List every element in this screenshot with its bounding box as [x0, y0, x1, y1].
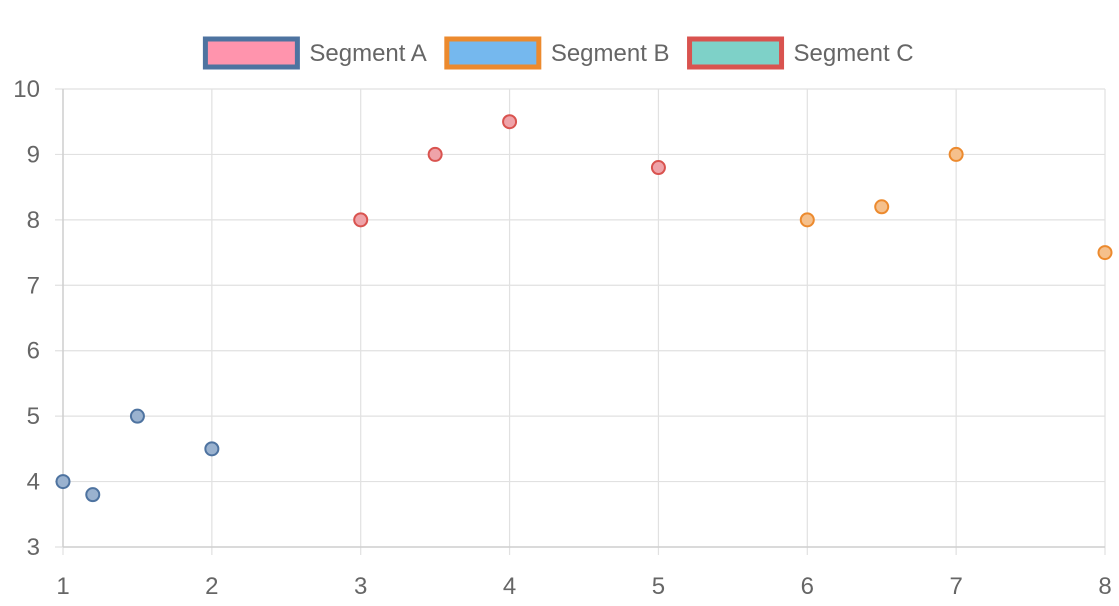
x-tick-label: 6: [801, 573, 814, 600]
axes: [62, 89, 1105, 548]
grid: [55, 88, 1106, 555]
x-tick-label: 1: [56, 573, 69, 600]
legend-label: Segment B: [551, 40, 670, 67]
legend-item[interactable]: Segment A: [202, 36, 427, 70]
y-tick-label: 7: [27, 272, 40, 299]
data-point: [948, 146, 964, 162]
data-point: [650, 160, 666, 176]
x-tick-label: 2: [205, 573, 218, 600]
legend: Segment A Segment B Segment C: [202, 36, 914, 70]
data-point: [502, 114, 518, 130]
legend-swatch: [687, 36, 785, 70]
data-point: [874, 199, 890, 215]
legend-item[interactable]: Segment C: [687, 36, 914, 70]
data-point: [427, 146, 443, 162]
x-tick-label: 3: [354, 573, 367, 600]
legend-swatch: [444, 36, 542, 70]
tick-labels: 1 2 3 4 5 6 7 8 3 4 5 6 7 8 9 10: [13, 76, 1111, 600]
x-tick-label: 4: [503, 573, 516, 600]
data-point: [204, 441, 220, 457]
y-tick-label: 10: [13, 76, 40, 103]
data-points: [55, 114, 1113, 503]
data-point: [353, 212, 369, 228]
y-tick-label: 3: [27, 534, 40, 561]
y-tick-label: 4: [27, 469, 40, 496]
legend-swatch: [202, 36, 300, 70]
y-tick-label: 6: [27, 338, 40, 365]
data-point: [799, 212, 815, 228]
data-point: [85, 487, 101, 503]
x-tick-label: 7: [949, 573, 962, 600]
legend-item[interactable]: Segment B: [444, 36, 670, 70]
x-tick-label: 5: [652, 573, 665, 600]
data-point: [129, 408, 145, 424]
y-tick-label: 8: [27, 207, 40, 234]
legend-label: Segment A: [309, 40, 426, 67]
y-tick-label: 5: [27, 403, 40, 430]
y-tick-label: 9: [27, 141, 40, 168]
data-point: [1097, 245, 1113, 261]
legend-label: Segment C: [794, 40, 914, 67]
data-point: [55, 474, 71, 490]
x-tick-label: 8: [1098, 573, 1111, 600]
